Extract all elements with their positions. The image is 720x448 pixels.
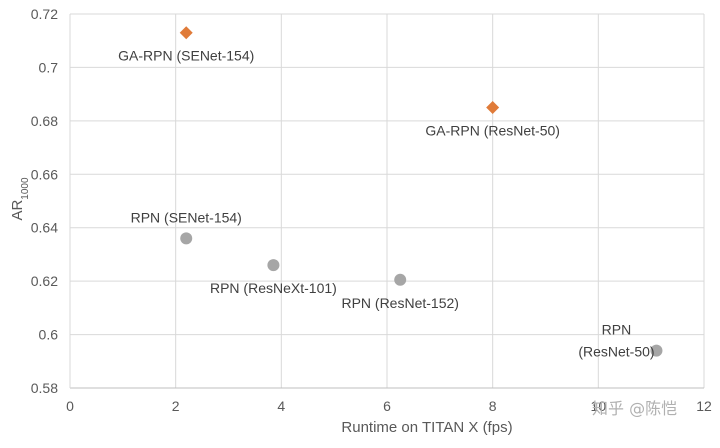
y-tick-label: 0.6 — [39, 327, 59, 343]
grid-lines — [70, 13, 705, 388]
data-point-label: RPN (ResNet-152) — [341, 295, 458, 311]
circle-marker — [394, 273, 407, 286]
data-points — [179, 26, 663, 357]
x-tick-label: 12 — [696, 398, 712, 414]
circle-marker — [650, 344, 663, 357]
x-tick-label: 4 — [277, 398, 285, 414]
circle-marker — [180, 232, 193, 245]
x-axis-title: Runtime on TITAN X (fps) — [341, 419, 512, 436]
y-tick-labels: 0.58 0.6 0.62 0.64 0.66 0.68 0.7 0.72 — [31, 6, 58, 396]
y-tick-label: 0.66 — [31, 166, 58, 182]
x-tick-label: 0 — [66, 398, 74, 414]
diamond-marker — [486, 101, 500, 114]
x-tick-label: 8 — [489, 398, 497, 414]
data-point-labels: GA-RPN (SENet-154) GA-RPN (ResNet-50) RPN … — [118, 48, 654, 360]
data-point-label: RPN — [602, 322, 632, 338]
x-tick-label: 10 — [591, 398, 607, 414]
watermark-text: 知乎 @陈恺 — [592, 399, 677, 418]
y-tick-label: 0.7 — [39, 59, 59, 75]
data-point-label: RPN (ResNeXt-101) — [210, 280, 337, 296]
diamond-marker — [179, 26, 193, 40]
data-point-label: RPN (SENet-154) — [131, 209, 242, 225]
y-axis-title: AR1000 — [9, 177, 31, 221]
y-tick-label: 0.68 — [31, 113, 58, 129]
y-tick-label: 0.62 — [31, 273, 58, 289]
axes — [69, 14, 704, 389]
x-tick-labels: 0 2 4 6 8 10 12 — [66, 398, 712, 414]
y-axis-title-subscript: 1000 — [20, 177, 31, 200]
y-tick-label: 0.72 — [31, 6, 58, 22]
circle-marker — [267, 259, 280, 272]
x-tick-label: 6 — [383, 398, 391, 414]
data-point-label: (ResNet-50) — [578, 344, 654, 360]
y-tick-label: 0.64 — [31, 220, 58, 236]
data-point-label: GA-RPN (SENet-154) — [118, 48, 254, 64]
y-tick-label: 0.58 — [31, 380, 58, 396]
y-axis-title-main: AR — [9, 200, 26, 221]
x-tick-label: 2 — [172, 398, 180, 414]
data-point-label: GA-RPN (ResNet-50) — [425, 123, 560, 139]
